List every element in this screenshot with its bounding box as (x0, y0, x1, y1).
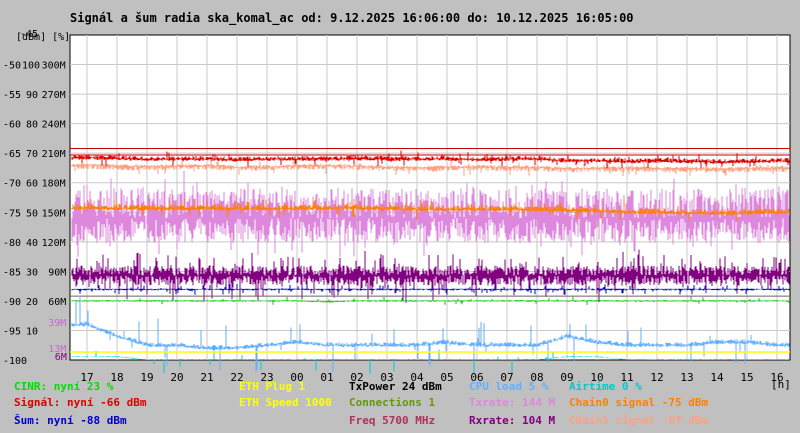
chart-title: Signál a šum radia ska_komal_ac od: 9.12… (70, 11, 634, 26)
y-tick-rate-inline: 60M (48, 297, 66, 308)
series-cpu-load (71, 297, 790, 373)
y-tick-dbm: -95 (3, 326, 21, 337)
y-tick-rate-inline: 13M (48, 344, 66, 355)
x-tick-label: 11 (620, 371, 633, 384)
y-tick-rate: 300M (42, 61, 66, 72)
x-tick-label: 05 (440, 371, 453, 384)
y-tick-percent: 30 (26, 267, 38, 278)
x-tick-label: 12 (650, 371, 663, 384)
x-tick-label: 16 (770, 371, 783, 384)
series-cinr (71, 296, 790, 305)
y-tick-dbm: -90 (3, 297, 21, 308)
y-tick-rate: 120M (42, 238, 66, 249)
x-tick-label: 17 (80, 371, 93, 384)
y-tick-percent: 90 (26, 90, 38, 101)
x-tick-label: 03 (380, 371, 393, 384)
y-tick-rate: 240M (42, 120, 66, 131)
y-tick-dbm: -85 (3, 267, 21, 278)
legend-entry: Chain1 signal -67 dBm (569, 414, 708, 427)
y-tick-percent: 40 (26, 238, 38, 249)
y-unit-label: [dBm] [%] (16, 32, 70, 43)
x-tick-label: 21 (200, 371, 213, 384)
y-tick-percent: 100 (22, 61, 40, 72)
y-tick-dbm: -70 (3, 179, 21, 190)
series-chain0-signal (71, 198, 790, 222)
x-tick-label: 06 (470, 371, 483, 384)
y-tick-dbm: -55 (3, 90, 21, 101)
y-tick-dbm: -80 (3, 238, 21, 249)
y-tick-rate: 270M (42, 90, 66, 101)
y-tick-rate-inline: 39M (48, 318, 66, 329)
x-tick-label: 10 (590, 371, 603, 384)
series-rxrate (71, 249, 790, 303)
x-tick-label: 00 (290, 371, 303, 384)
series--um (71, 283, 790, 295)
x-tick-label: 02 (350, 371, 363, 384)
x-tick-label: 20 (170, 371, 183, 384)
y-tick-dbm: -45 (20, 29, 38, 40)
y-tick-percent: 20 (26, 297, 38, 308)
legend-entry: Airtime 0 % (569, 380, 642, 393)
legend-entry: TxPower 24 dBm (349, 380, 442, 393)
legend-entry: Txrate: 144 M (469, 396, 555, 409)
x-unit-label: [h] (771, 378, 791, 391)
y-tick-dbm: -50 (3, 61, 21, 72)
x-tick-label: 14 (710, 371, 724, 384)
x-tick-label: 07 (500, 371, 513, 384)
x-tick-label: 09 (560, 371, 573, 384)
x-tick-label: 13 (680, 371, 693, 384)
x-tick-label: 01 (320, 371, 333, 384)
x-tick-label: 19 (140, 371, 153, 384)
legend-entry: Signál: nyní -66 dBm (14, 396, 147, 409)
x-tick-label: 18 (110, 371, 123, 384)
series-sign-l (71, 150, 790, 169)
x-tick-label: 04 (410, 371, 424, 384)
y-tick-dbm: -100 (3, 356, 27, 367)
legend-entry: ETH Plug 1 (239, 380, 306, 393)
y-tick-rate: 210M (42, 149, 66, 160)
y-tick-rate-inline: 6M (55, 352, 67, 363)
x-tick-label: 15 (740, 371, 753, 384)
y-tick-percent: 60 (26, 179, 38, 190)
y-tick-percent: 70 (26, 149, 38, 160)
legend-entry: Šum: nyní -88 dBm (14, 414, 127, 427)
y-tick-percent: 50 (26, 208, 38, 219)
y-tick-rate: 180M (42, 179, 66, 190)
y-tick-dbm: -75 (3, 208, 21, 219)
legend-entry: CINR: nyní 23 % (14, 380, 114, 393)
y-tick-rate: 150M (42, 208, 66, 219)
y-tick-percent: 10 (26, 326, 38, 337)
x-tick-label: 08 (530, 371, 543, 384)
x-tick-label: 22 (230, 371, 243, 384)
y-tick-rate: 90M (48, 267, 66, 278)
legend-entry: CPU load 5 % (469, 380, 549, 393)
y-tick-dbm: -65 (3, 149, 21, 160)
y-tick-dbm: -60 (3, 120, 21, 131)
series-airtime (71, 345, 790, 374)
legend-entry: ETH Speed 1000 (239, 396, 332, 409)
series-chain1-signal (71, 159, 790, 177)
y-tick-percent: 80 (26, 120, 38, 131)
legend-entry: Rxrate: 104 M (469, 414, 555, 427)
legend-entry: Connections 1 (349, 396, 435, 409)
legend-entry: Freq 5700 MHz (349, 414, 435, 427)
legend-entry: Chain0 signal -75 dBm (569, 396, 708, 409)
x-tick-label: 23 (260, 371, 273, 384)
